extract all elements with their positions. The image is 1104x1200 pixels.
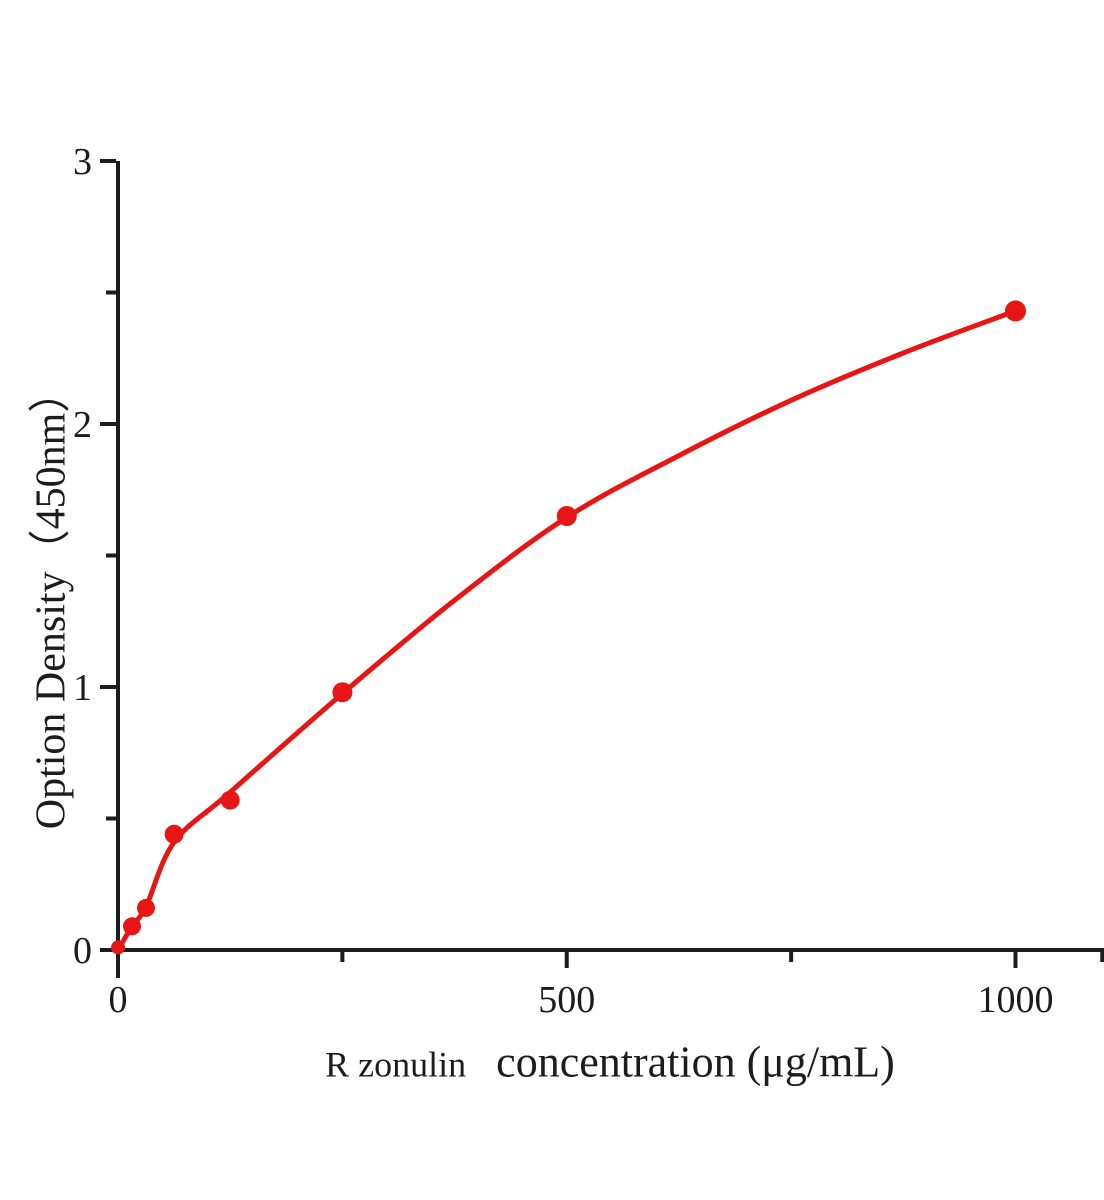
data-point <box>220 790 240 810</box>
data-point <box>332 682 353 703</box>
y-tick-label: 0 <box>73 930 92 972</box>
x-tick-label: 1000 <box>978 979 1054 1021</box>
y-tick-label: 2 <box>73 404 92 446</box>
x-tick-label: 0 <box>109 979 128 1021</box>
x-axis-title: R zonulin concentration (μg/mL) <box>325 1037 895 1088</box>
data-point <box>111 940 125 955</box>
data-point <box>137 898 155 917</box>
data-point <box>556 506 577 526</box>
y-tick-label: 3 <box>73 141 92 183</box>
y-axis-title: Option Density（450nm） <box>28 370 75 830</box>
data-point <box>1005 300 1026 322</box>
standard-curve-line <box>115 308 1018 953</box>
data-point <box>164 824 184 844</box>
data-point <box>123 917 141 936</box>
x-axis-title-series-name: R zonulin <box>325 1044 467 1085</box>
x-axis-title-unit: concentration (μg/mL) <box>496 1037 895 1087</box>
x-tick-label: 500 <box>538 979 595 1021</box>
y-tick-label: 1 <box>73 667 92 709</box>
